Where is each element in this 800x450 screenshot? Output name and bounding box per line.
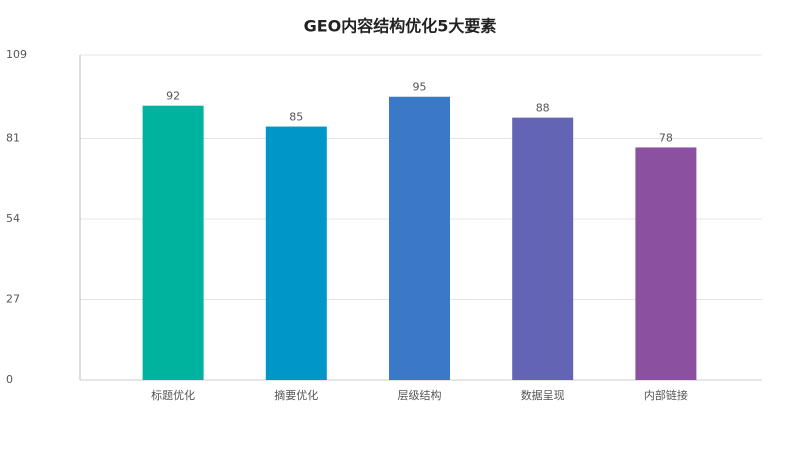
y-tick-label: 0 [6, 373, 13, 386]
x-tick-label: 层级结构 [398, 388, 442, 402]
y-tick-label: 81 [6, 131, 20, 144]
y-tick-label: 109 [6, 48, 27, 61]
x-tick-label: 标题优化 [151, 388, 195, 402]
x-tick-label: 摘要优化 [274, 388, 318, 402]
value-label: 92 [166, 90, 180, 103]
bar [512, 117, 574, 380]
value-label: 78 [659, 131, 673, 144]
bar [389, 96, 450, 381]
bar [635, 147, 697, 380]
bar [142, 105, 204, 380]
value-label: 88 [536, 102, 550, 115]
y-tick-label: 27 [6, 292, 20, 305]
value-label: 95 [413, 81, 427, 94]
x-tick-label: 数据呈现 [521, 388, 565, 402]
y-tick-label: 54 [6, 212, 20, 225]
bar [265, 126, 327, 380]
x-tick-label: 内部链接 [644, 388, 688, 402]
chart-title: GEO内容结构优化5大要素 [304, 17, 497, 36]
value-label: 85 [289, 111, 303, 124]
